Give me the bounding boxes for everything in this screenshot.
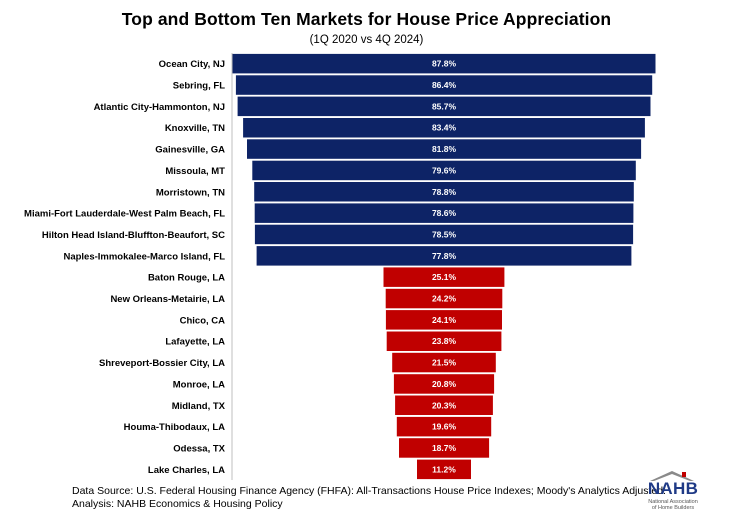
category-label: Hilton Head Island-Bluffton-Beaufort, SC (42, 230, 225, 241)
bar-bottom (396, 416, 492, 437)
category-label: Baton Rouge, LA (148, 273, 225, 284)
bar-value-label: 21.5% (432, 358, 457, 368)
bar-value-label: 78.5% (432, 230, 457, 240)
bar-bottom (383, 267, 505, 287)
bar-value-label: 77.8% (432, 251, 457, 261)
category-label: Knoxville, TN (165, 123, 225, 134)
bar-value-label: 78.8% (432, 187, 457, 197)
category-label: Morristown, TN (156, 187, 225, 198)
bar-bottom (392, 352, 496, 373)
category-label: Ocean City, NJ (159, 59, 225, 70)
bar-value-label: 79.6% (432, 165, 457, 175)
category-label: Chico, CA (180, 315, 226, 326)
chart-subtitle: (1Q 2020 vs 4Q 2024) (309, 34, 424, 46)
bar-bottom (385, 288, 503, 309)
bar-top (254, 224, 634, 245)
category-label: Midland, TX (172, 401, 226, 412)
source-note: Data Source: U.S. Federal Housing Financ… (72, 485, 666, 511)
bar-value-label: 18.7% (432, 443, 457, 453)
category-label: Atlantic City-Hammonton, NJ (94, 102, 225, 113)
bar-bottom (385, 310, 502, 330)
category-label: Monroe, LA (173, 379, 225, 390)
category-label: Shreveport-Bossier City, LA (99, 358, 225, 369)
bar-value-label: 24.1% (432, 315, 457, 325)
bar-value-label: 19.6% (432, 422, 457, 432)
category-label: Houma-Thibodaux, LA (124, 422, 225, 433)
bar-bottom (395, 395, 493, 415)
logo-tagline-1: National Association (648, 499, 698, 505)
bar-top (256, 246, 632, 266)
bar-top (254, 203, 634, 223)
category-label: Missoula, MT (165, 166, 225, 177)
bar-value-label: 25.1% (432, 272, 457, 282)
chart-title: Top and Bottom Ten Markets for House Pri… (121, 9, 612, 29)
category-label: Gainesville, GA (155, 145, 225, 156)
category-label: Lafayette, LA (165, 337, 225, 348)
bar-top (252, 160, 636, 181)
category-label: Odessa, TX (173, 444, 225, 455)
bar-value-label: 20.3% (432, 400, 457, 410)
bar-bottom (386, 331, 502, 351)
bar-top (235, 75, 653, 95)
bar-value-label: 23.8% (432, 336, 457, 346)
logo-tagline-2: of Home Builders (651, 505, 695, 511)
bar-bottom (417, 459, 471, 480)
bar-value-label: 87.8% (432, 59, 457, 69)
bar-top (254, 182, 634, 202)
bar-value-label: 24.2% (432, 294, 457, 304)
category-label: Lake Charles, LA (148, 465, 225, 476)
category-label: Sebring, FL (173, 81, 225, 92)
logo-tagline: National Association of Home Builders (640, 499, 706, 511)
bar-value-label: 20.8% (432, 379, 457, 389)
bar-value-label: 85.7% (432, 101, 457, 111)
category-label: Naples-Immokalee-Marco Island, FL (63, 251, 225, 262)
data-source-text: Data Source: U.S. Federal Housing Financ… (72, 485, 666, 497)
bar-top (247, 139, 642, 159)
logo-wordmark: NAHB (647, 479, 699, 498)
bar-bottom (393, 374, 495, 394)
bar-value-label: 86.4% (432, 80, 457, 90)
bar-bottom (399, 438, 490, 458)
bar-value-label: 11.2% (432, 464, 456, 474)
bar-top (232, 53, 656, 74)
nahb-logo: NAHB National Association of Home Builde… (640, 470, 706, 520)
house-roof-icon (650, 471, 694, 481)
bar-value-label: 83.4% (432, 123, 457, 133)
bar-top (237, 96, 651, 117)
funnel-bar-chart: 87.8% Ocean City, NJ 86.4% Sebring, FL 85.7%… (24, 53, 656, 480)
bar-top (243, 118, 645, 138)
bar-value-label: 78.6% (432, 208, 457, 218)
bar-value-label: 81.8% (432, 144, 457, 154)
analysis-text: Analysis: NAHB Economics & Housing Polic… (72, 498, 283, 510)
category-label: Miami-Fort Lauderdale-West Palm Beach, F… (24, 209, 225, 220)
category-label: New Orleans-Metairie, LA (110, 294, 225, 305)
